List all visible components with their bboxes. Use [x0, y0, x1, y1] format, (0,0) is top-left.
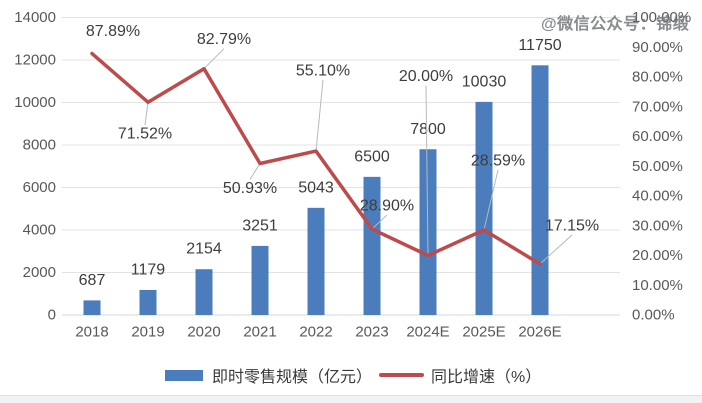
left-axis-tick: 4000	[23, 222, 56, 239]
x-axis-category-label: 2022	[299, 324, 332, 341]
data-label-leader-line	[371, 214, 388, 230]
line-value-label: 87.89%	[86, 23, 140, 40]
x-axis-category-label: 2025E	[462, 324, 505, 341]
bar-value-label: 5043	[298, 179, 334, 196]
left-axis-tick: 14000	[14, 9, 56, 26]
data-label-leader-line	[144, 102, 149, 126]
bar-value-label: 10030	[462, 73, 507, 90]
x-axis-category-label: 2021	[243, 324, 276, 341]
bar-value-label: 11750	[518, 37, 561, 54]
right-axis-tick: 90.00%	[632, 39, 683, 56]
line-value-label: 20.00%	[399, 68, 453, 85]
left-axis-tick: 2000	[23, 264, 56, 281]
line-value-label: 28.59%	[471, 152, 525, 169]
x-axis-category-label: 2026E	[518, 324, 561, 341]
bar-retail-scale	[307, 207, 325, 315]
bar-retail-scale	[531, 65, 549, 315]
line-value-label: 71.52%	[118, 126, 172, 143]
legend-line-label: 同比增速（%）	[431, 369, 542, 386]
line-value-label: 17.15%	[545, 217, 599, 234]
line-value-label: 55.10%	[296, 63, 350, 80]
watermark: @微信公众号：锦缎	[541, 16, 690, 33]
line-value-label: 28.90%	[360, 198, 414, 215]
right-axis-tick: 0.00%	[632, 307, 675, 324]
data-label-leader-line	[483, 169, 499, 231]
bar-value-label: 1179	[131, 261, 166, 278]
legend-bar-label: 即时零售规模（亿元）	[212, 369, 373, 386]
data-label-leader-line	[539, 234, 573, 265]
left-axis-tick: 10000	[14, 94, 56, 111]
x-axis-category-label: 2023	[355, 324, 388, 341]
legend: 即时零售规模（亿元） 同比增速（%）	[165, 366, 542, 386]
x-axis-category-label: 2019	[131, 324, 164, 341]
bar-retail-scale	[139, 289, 157, 315]
data-label-leader-line	[249, 163, 261, 180]
right-axis-tick: 50.00%	[632, 158, 683, 175]
left-axis-tick: 12000	[14, 52, 56, 69]
right-axis-tick: 80.00%	[632, 69, 683, 86]
left-axis-tick: 6000	[23, 179, 56, 196]
data-label-leader-line	[203, 48, 225, 70]
line-yoy-growth	[90, 51, 542, 266]
bar-retail-scale	[195, 269, 213, 315]
bar-retail-scale	[475, 101, 493, 315]
data-label-leader-line	[315, 80, 324, 152]
bar-retail-scale	[363, 176, 381, 315]
bar-value-label: 7800	[410, 121, 446, 138]
x-axis-category-label: 2024E	[406, 324, 449, 341]
legend-line-swatch-icon	[379, 373, 425, 377]
line-value-label: 82.79%	[197, 31, 251, 48]
right-axis-tick: 30.00%	[632, 217, 683, 234]
bar-value-label: 6500	[354, 148, 390, 165]
right-axis-tick: 10.00%	[632, 277, 683, 294]
legend-bar-swatch-icon	[165, 369, 203, 381]
bar-retail-scale	[83, 300, 101, 315]
line-value-label: 50.93%	[223, 180, 277, 197]
left-axis-tick: 8000	[23, 137, 56, 154]
bar-value-label: 2154	[186, 241, 222, 258]
bar-value-label: 3251	[242, 217, 278, 234]
right-axis-tick: 40.00%	[632, 188, 683, 205]
page-bottom-strip	[0, 395, 702, 403]
right-axis-tick: 70.00%	[632, 98, 683, 115]
bar-value-label: 687	[79, 272, 106, 289]
left-axis-tick: 0	[48, 307, 56, 324]
bar-retail-scale	[251, 245, 269, 315]
right-axis-tick: 60.00%	[632, 128, 683, 145]
right-axis-tick: 100.00%	[632, 9, 691, 26]
data-label-leader-line	[425, 85, 429, 256]
x-axis-category-label: 2018	[75, 324, 108, 341]
right-axis-tick: 20.00%	[632, 247, 683, 264]
x-axis-category-label: 2020	[187, 324, 220, 341]
